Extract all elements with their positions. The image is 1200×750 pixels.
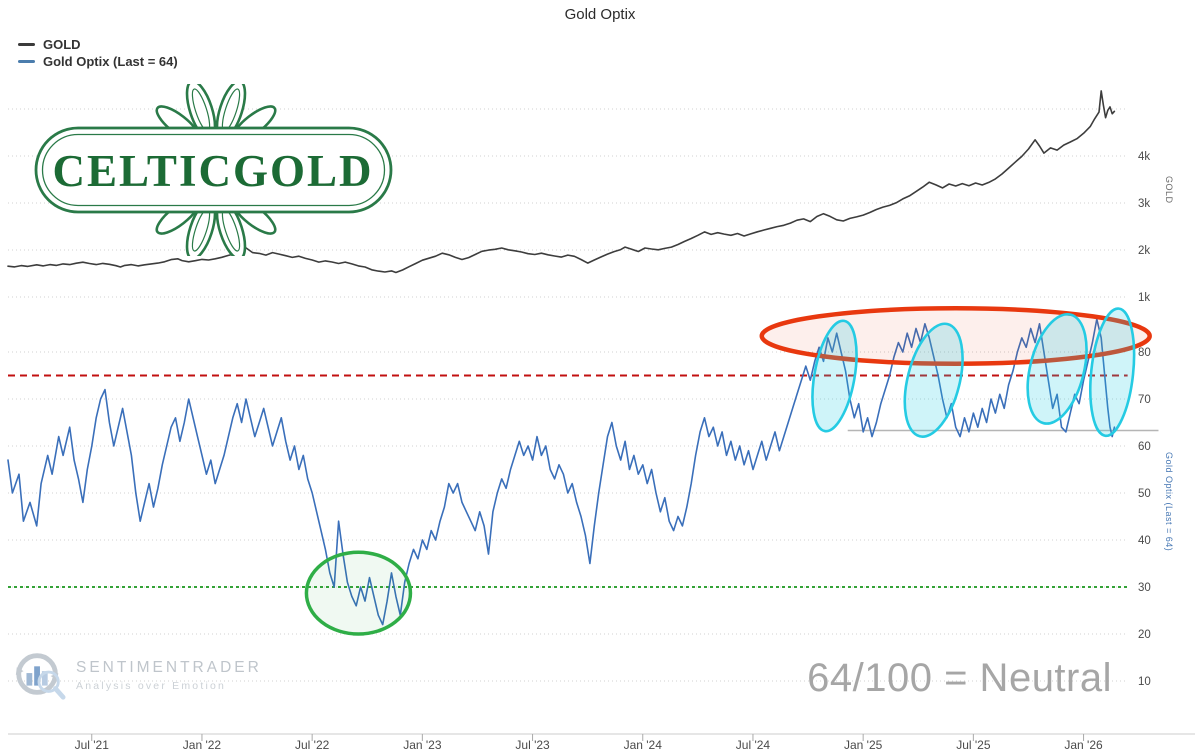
- svg-text:4k: 4k: [1138, 151, 1150, 163]
- green-low-circle: [304, 550, 413, 636]
- celticgold-logo-text: CELTICGOLD: [53, 146, 374, 196]
- svg-text:30: 30: [1138, 582, 1151, 594]
- celticgold-logo: CELTICGOLD: [26, 79, 401, 261]
- optix-axis-title: Gold Optix (Last = 64): [1164, 452, 1174, 552]
- watermark-text-block: SENTIMENTRADER Analysis over Emotion: [76, 659, 262, 692]
- threshold-lines: [8, 374, 1159, 588]
- x-axis: Jul '21 Jan '22 Jul '22 Jan '23 Jul '23 Jan '…: [8, 733, 1195, 750]
- sentimentrader-watermark: SENTIMENTRADER Analysis over Emotion: [12, 648, 262, 702]
- svg-text:20: 20: [1138, 629, 1151, 641]
- svg-text:60: 60: [1138, 441, 1151, 453]
- legend-label-optix: Gold Optix (Last = 64): [43, 54, 178, 69]
- svg-text:Jul '22: Jul '22: [295, 738, 330, 750]
- celtic-knot-icon: CELTICGOLD: [34, 79, 393, 261]
- optix-line-swatch: [18, 60, 35, 63]
- optix-status-text: 64/100 = Neutral: [807, 656, 1112, 700]
- cyan-dip-4: [1089, 307, 1136, 438]
- watermark-brand: SENTIMENTRADER: [76, 658, 262, 676]
- svg-text:Jul '24: Jul '24: [736, 738, 771, 750]
- svg-text:80: 80: [1138, 347, 1151, 359]
- svg-text:Jul '21: Jul '21: [75, 738, 110, 750]
- svg-text:Jul '23: Jul '23: [515, 738, 550, 750]
- legend-item-gold: GOLD: [18, 36, 178, 53]
- gold-axis-title: GOLD: [1164, 176, 1174, 204]
- watermark-tagline: Analysis over Emotion: [76, 679, 227, 692]
- svg-text:40: 40: [1138, 535, 1151, 547]
- svg-text:2k: 2k: [1138, 245, 1150, 257]
- annotation-ellipses: [304, 306, 1152, 636]
- legend-label-gold: GOLD: [43, 37, 81, 52]
- chart-legend: GOLD Gold Optix (Last = 64): [18, 36, 178, 70]
- svg-text:3k: 3k: [1138, 198, 1150, 210]
- svg-text:50: 50: [1138, 488, 1151, 500]
- gold-line-swatch: [18, 43, 35, 46]
- y-axis-labels: 1k 2k 3k 4k 10 20 30 40 50 60 70 80: [1138, 151, 1151, 688]
- svg-text:Jan '24: Jan '24: [624, 738, 663, 750]
- svg-text:Jan '23: Jan '23: [403, 738, 442, 750]
- svg-text:Jan '26: Jan '26: [1064, 738, 1103, 750]
- svg-text:Jan '22: Jan '22: [183, 738, 222, 750]
- svg-text:1k: 1k: [1138, 292, 1150, 304]
- cyan-dip-2: [903, 322, 964, 438]
- sentimentrader-icon: [15, 653, 66, 700]
- svg-text:Jul '25: Jul '25: [956, 738, 991, 750]
- cyan-dip-3: [1026, 312, 1088, 425]
- svg-text:70: 70: [1138, 394, 1151, 406]
- svg-text:Jan '25: Jan '25: [844, 738, 883, 750]
- svg-text:10: 10: [1138, 676, 1151, 688]
- page-title: Gold Optix: [564, 6, 636, 23]
- cyan-dip-1: [811, 319, 858, 433]
- legend-item-optix: Gold Optix (Last = 64): [18, 53, 178, 70]
- data-series: [7, 90, 1116, 626]
